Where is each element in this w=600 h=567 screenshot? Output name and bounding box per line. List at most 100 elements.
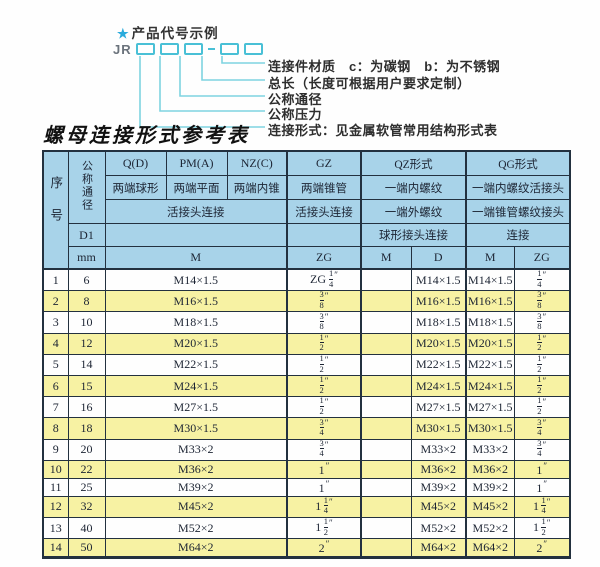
cell-qz-d: M27×1.5 [410, 396, 467, 419]
cell-gz: 1″ [286, 477, 362, 497]
header-empty-gz [286, 223, 362, 247]
cell-dn: 50 [67, 538, 106, 559]
cell-serial: 11 [42, 477, 69, 497]
diagram-title-text: 产品代号示例 [131, 26, 219, 41]
cell-dn: 25 [67, 477, 106, 497]
cell-serial: 7 [42, 396, 69, 419]
cell-serial: 8 [42, 417, 69, 440]
cell-dn: 40 [67, 516, 106, 540]
cell-thread-m: M27×1.5 [104, 396, 288, 419]
header-qg-m: M [465, 246, 515, 270]
code-box-3 [183, 43, 203, 55]
header-serial-text: 序号 [48, 176, 63, 241]
cell-qg-zg: 3 8 ″ [513, 311, 571, 334]
cell-qg-m: M16×1.5 [465, 290, 515, 313]
code-box-2 [159, 43, 179, 55]
cell-qz-d: M36×2 [410, 459, 467, 479]
label-total-length: 总长（长度可根据用户要求定制） [268, 76, 471, 91]
table-row: 5 14 M22×1.5 1 2 ″ M22×1.5 M22×1.5 1 2 ″ [42, 353, 571, 377]
header-nz-sub: 两端内锥 [226, 175, 288, 200]
label-material: 连接件材质 c：为碳钢 b：为不锈钢 [268, 59, 501, 74]
label-nominal-dn: 公称通径 [268, 92, 323, 107]
cell-gz: 1 2 ″ [286, 353, 362, 377]
cell-serial: 9 [42, 438, 69, 461]
cell-qz-m [360, 268, 412, 292]
cell-thread-m: M20×1.5 [104, 332, 288, 355]
code-prefix: JR [113, 41, 132, 57]
header-mm: mm [67, 246, 106, 270]
cell-qz-d: M22×1.5 [410, 353, 467, 377]
cell-qz-m [360, 353, 412, 377]
header-pm: PM(A) [165, 150, 228, 176]
cell-qz-m [360, 396, 412, 419]
cell-qg-zg: 1 2 ″ [513, 375, 571, 398]
table-row: 7 16 M27×1.5 1 2 ″ M27×1.5 M27×1.5 1 2 ″ [42, 396, 571, 419]
cell-dn: 6 [67, 268, 106, 292]
cell-thread-m: M64×2 [104, 538, 288, 559]
cell-qg-m: M45×2 [465, 495, 515, 518]
cell-qg-m: M64×2 [465, 538, 515, 559]
cell-thread-m: M52×2 [104, 516, 288, 540]
cell-qz-d: M24×1.5 [410, 375, 467, 398]
table-title: 螺母连接形式参考表 [43, 125, 250, 147]
header-q-sub: 两端球形 [104, 175, 167, 200]
cell-serial: 12 [42, 495, 69, 518]
cell-gz: 3 8 ″ [286, 290, 362, 313]
label-conn-form: 连接形式：见金属软管常用结构形式表 [268, 123, 498, 138]
header-gz: GZ [286, 150, 362, 176]
table-header: 序号 公称通径 Q(D) PM(A) NZ(C) GZ QZ形式 QG形式 两端… [42, 150, 571, 270]
header-qz-sub2: 一端外螺纹 [360, 199, 467, 224]
table-row: 2 8 M16×1.5 3 8 ″ M16×1.5 M16×1.5 3 8 ″ [42, 290, 571, 313]
product-code-diagram: ★ 产品代号示例 JR 连接件材质 c：为碳钢 b：为不锈钢 总长（长度可根据用户… [0, 0, 600, 145]
header-qg-form: QG形式 [465, 150, 571, 176]
header-empty-left [104, 223, 288, 247]
cell-qz-m [360, 290, 412, 313]
cell-qg-zg: 3 8 ″ [513, 290, 571, 313]
cell-qg-zg: 1 1 2 ″ [513, 516, 571, 540]
header-serial: 序号 [42, 150, 69, 270]
header-qz-conn: 球形接头连接 [360, 223, 467, 247]
header-qz-d: D [410, 246, 467, 270]
header-qg-zg: ZG [513, 246, 571, 270]
table-row: 14 50 M64×2 2″ M64×2 M64×2 2″ [42, 538, 571, 559]
cell-qg-m: M20×1.5 [465, 332, 515, 355]
cell-dn: 15 [67, 375, 106, 398]
cell-qz-m [360, 516, 412, 540]
cell-qz-d: M14×1.5 [410, 268, 467, 292]
cell-thread-m: M16×1.5 [104, 290, 288, 313]
cell-qz-m [360, 477, 412, 497]
cell-qg-m: M30×1.5 [465, 417, 515, 440]
header-d1: D1 [67, 223, 106, 247]
header-q: Q(D) [104, 150, 167, 176]
code-box-1 [135, 43, 155, 55]
cell-qg-zg: 2″ [513, 538, 571, 559]
cell-dn: 32 [67, 495, 106, 518]
cell-gz: 1 2 ″ [286, 375, 362, 398]
cell-serial: 3 [42, 311, 69, 334]
cell-dn: 18 [67, 417, 106, 440]
header-qz-form: QZ形式 [360, 150, 467, 176]
cell-qz-m [360, 495, 412, 518]
cell-dn: 14 [67, 353, 106, 377]
table-row: 10 22 M36×2 1″ M36×2 M36×2 1″ [42, 459, 571, 479]
header-qg-conn: 连接 [465, 223, 571, 247]
header-gz-sub: 两端锥管 [286, 175, 362, 200]
cell-thread-m: M36×2 [104, 459, 288, 479]
nut-connection-table: 序号 公称通径 Q(D) PM(A) NZ(C) GZ QZ形式 QG形式 两端… [42, 150, 571, 560]
cell-qz-m [360, 332, 412, 355]
cell-qz-d: M39×2 [410, 477, 467, 497]
cell-dn: 20 [67, 438, 106, 461]
cell-gz: 1 1 2 ″ [286, 516, 362, 540]
cell-qz-m [360, 375, 412, 398]
cell-gz: 1 2 ″ [286, 332, 362, 355]
table-row: 11 25 M39×2 1″ M39×2 M39×2 1″ [42, 477, 571, 497]
cell-qg-m: M27×1.5 [465, 396, 515, 419]
table-row: 8 18 M30×1.5 3 4 ″ M30×1.5 M30×1.5 3 4 ″ [42, 417, 571, 440]
cell-serial: 10 [42, 459, 69, 479]
header-qg-sub2: 一端锥管螺纹接头 [465, 199, 571, 224]
code-dash [207, 47, 215, 51]
cell-thread-m: M18×1.5 [104, 311, 288, 334]
cell-thread-m: M39×2 [104, 477, 288, 497]
cell-thread-m: M45×2 [104, 495, 288, 518]
